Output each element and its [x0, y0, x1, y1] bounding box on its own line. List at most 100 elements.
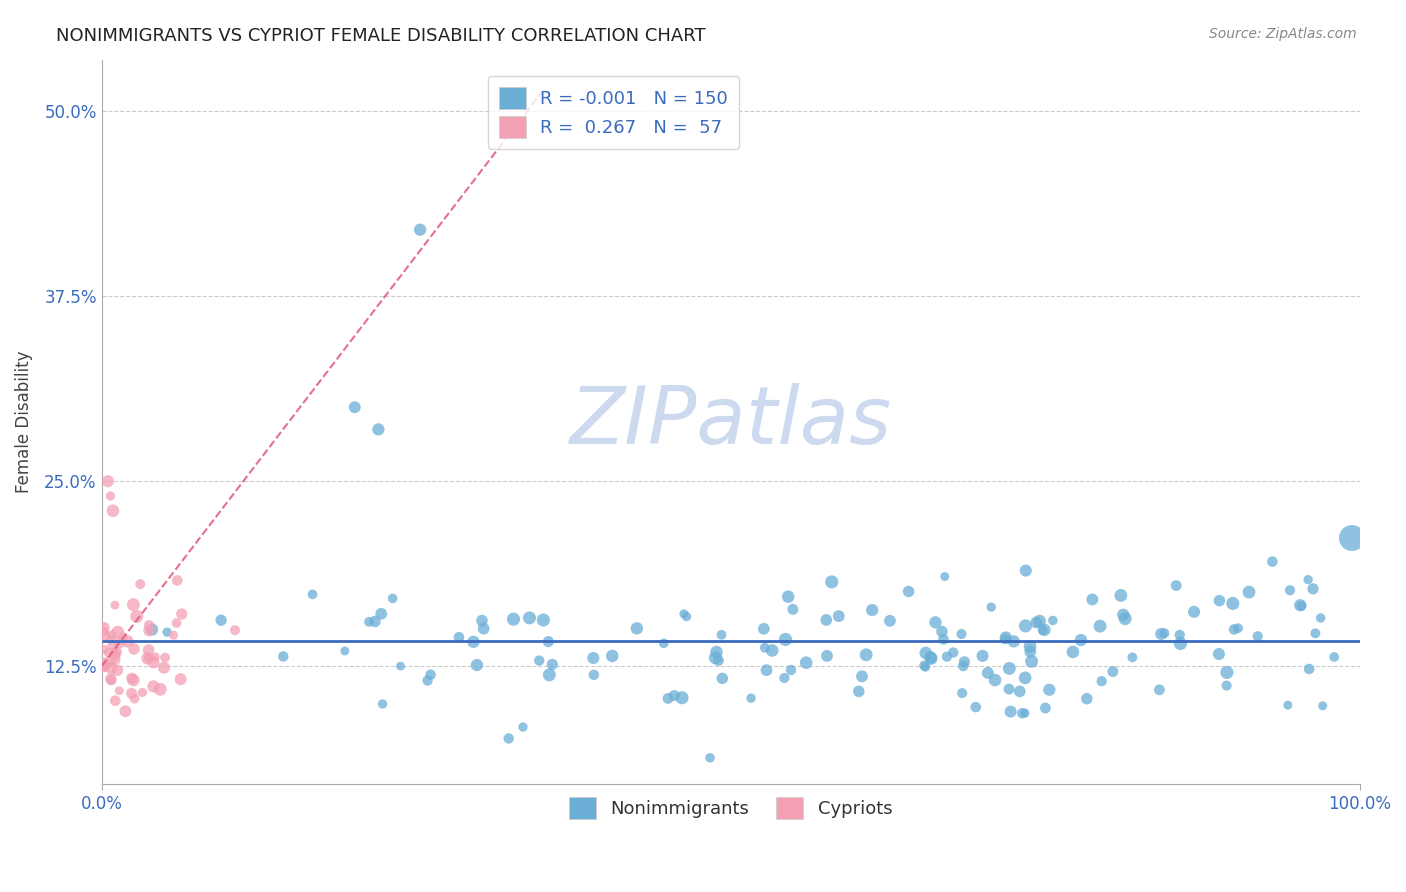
- Point: [828, 609, 851, 624]
- Point: [761, 643, 783, 657]
- Point: [1150, 627, 1173, 641]
- Point: [1088, 619, 1111, 633]
- Point: [1025, 615, 1047, 630]
- Point: [371, 697, 394, 711]
- Point: [710, 628, 733, 642]
- Point: [994, 632, 1017, 647]
- Point: [93, 657, 115, 672]
- Y-axis label: Female Disability: Female Disability: [15, 351, 32, 493]
- Point: [1014, 671, 1036, 685]
- Point: [600, 648, 623, 663]
- Point: [1261, 555, 1284, 569]
- Point: [166, 615, 188, 630]
- Point: [101, 638, 124, 652]
- Point: [100, 661, 122, 675]
- Point: [773, 671, 796, 685]
- Point: [1153, 626, 1175, 640]
- Point: [364, 615, 387, 629]
- Point: [977, 665, 1000, 680]
- Point: [1289, 598, 1312, 612]
- Point: [1208, 647, 1230, 661]
- Point: [879, 614, 901, 628]
- Point: [538, 668, 561, 682]
- Point: [815, 648, 838, 663]
- Point: [166, 574, 188, 588]
- Point: [755, 663, 778, 677]
- Text: Source: ZipAtlas.com: Source: ZipAtlas.com: [1209, 27, 1357, 41]
- Point: [1166, 578, 1188, 592]
- Point: [953, 655, 976, 669]
- Point: [897, 584, 920, 599]
- Point: [1042, 614, 1064, 628]
- Point: [965, 700, 987, 714]
- Point: [170, 607, 193, 621]
- Point: [94, 659, 117, 673]
- Point: [149, 682, 172, 697]
- Point: [1019, 644, 1042, 658]
- Point: [143, 649, 166, 664]
- Point: [104, 653, 127, 667]
- Point: [138, 624, 160, 638]
- Point: [740, 691, 762, 706]
- Point: [357, 615, 380, 629]
- Point: [1215, 679, 1237, 693]
- Point: [855, 648, 877, 662]
- Point: [582, 651, 605, 665]
- Point: [1223, 623, 1246, 637]
- Point: [1291, 599, 1313, 613]
- Point: [1002, 634, 1025, 648]
- Point: [1008, 684, 1031, 698]
- Point: [1021, 654, 1043, 668]
- Point: [851, 669, 873, 683]
- Point: [100, 672, 122, 686]
- Point: [101, 504, 124, 518]
- Point: [1312, 698, 1334, 713]
- Point: [107, 663, 129, 677]
- Point: [124, 691, 146, 706]
- Point: [1091, 674, 1114, 689]
- Point: [105, 645, 128, 659]
- Point: [1109, 588, 1132, 602]
- Point: [131, 685, 153, 699]
- Point: [782, 602, 804, 616]
- Point: [129, 577, 152, 591]
- Point: [1237, 585, 1260, 599]
- Point: [100, 673, 122, 688]
- Point: [1014, 619, 1036, 633]
- Point: [1208, 593, 1230, 607]
- Point: [1305, 626, 1327, 640]
- Point: [108, 683, 131, 698]
- Point: [104, 598, 127, 612]
- Point: [97, 645, 120, 659]
- Point: [1323, 650, 1346, 665]
- Point: [699, 751, 721, 765]
- Point: [1149, 682, 1171, 697]
- Point: [367, 422, 389, 436]
- Point: [465, 658, 488, 673]
- Point: [626, 621, 648, 635]
- Point: [1070, 633, 1092, 648]
- Point: [934, 569, 956, 583]
- Point: [301, 587, 323, 601]
- Point: [471, 614, 494, 628]
- Point: [1302, 582, 1324, 596]
- Point: [93, 642, 115, 657]
- Point: [821, 574, 844, 589]
- Point: [169, 672, 191, 686]
- Point: [104, 694, 127, 708]
- Point: [582, 668, 605, 682]
- Point: [815, 613, 838, 627]
- Point: [138, 618, 160, 632]
- Point: [104, 648, 127, 662]
- Point: [142, 656, 165, 670]
- Point: [112, 630, 135, 644]
- Point: [1028, 614, 1050, 628]
- Point: [101, 628, 124, 642]
- Point: [914, 660, 936, 674]
- Point: [122, 598, 145, 612]
- Point: [912, 658, 935, 673]
- Legend: Nonimmigrants, Cypriots: Nonimmigrants, Cypriots: [561, 789, 900, 826]
- Point: [117, 634, 139, 648]
- Point: [472, 622, 495, 636]
- Point: [1296, 573, 1319, 587]
